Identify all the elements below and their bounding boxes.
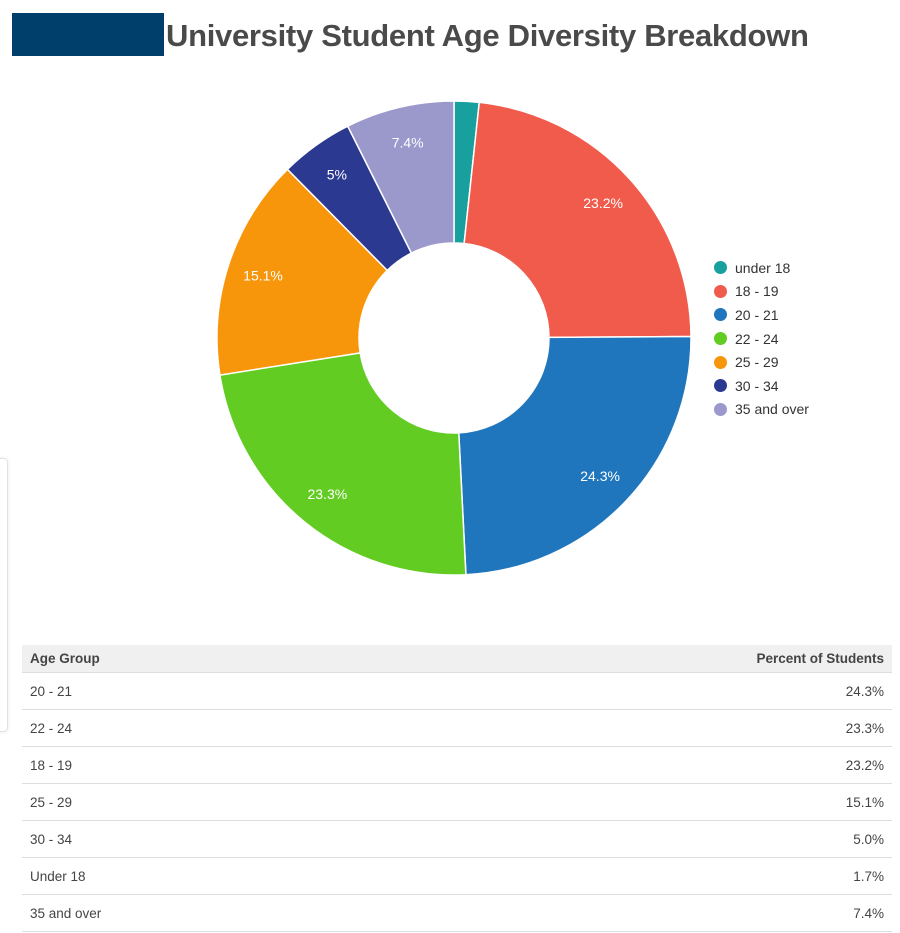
legend-label: 35 and over [735, 401, 809, 418]
legend-swatch-icon [714, 402, 727, 416]
slice-35andover[interactable] [346, 100, 455, 255]
legend-item[interactable]: 30 - 34 [714, 374, 809, 398]
slice-18-19[interactable] [463, 101, 692, 339]
legend-swatch-icon [714, 355, 727, 369]
slice-22-24[interactable] [219, 352, 467, 576]
age-group-cell: 30 - 34 [22, 820, 352, 858]
legend-swatch-icon [714, 379, 727, 393]
table-row: 22 - 24 23.3% [22, 709, 892, 747]
percent-cell: 7.4% [351, 894, 892, 932]
table-header-row: Age Group Percent of Students [22, 645, 892, 673]
chart-title: University Student Age Diversity Breakdo… [166, 18, 809, 53]
percent-cell: 24.3% [351, 672, 892, 710]
legend-label: 25 - 29 [735, 354, 779, 371]
table-row: 20 - 21 24.3% [22, 672, 892, 710]
percent-cell: 5.0% [351, 820, 892, 858]
percent-cell: 1.7% [351, 857, 892, 895]
data-label: 23.2% [583, 195, 623, 211]
age-group-cell: 18 - 19 [22, 746, 352, 784]
legend-label: under 18 [735, 259, 791, 276]
legend-label: 18 - 19 [735, 283, 779, 300]
table-row: 30 - 34 5.0% [22, 820, 892, 858]
legend-item[interactable]: 20 - 21 [714, 303, 809, 327]
data-label: 7.4% [392, 134, 424, 150]
legend-label: 22 - 24 [735, 330, 779, 347]
slice-20-21[interactable] [457, 335, 692, 576]
header-age-group: Age Group [22, 645, 352, 673]
legend-item[interactable]: 25 - 29 [714, 350, 809, 374]
data-label: 24.3% [580, 468, 620, 484]
legend-item[interactable]: under 18 [714, 256, 809, 280]
table-row: Under 18 1.7% [22, 857, 892, 895]
donut-chart: 23.2% 24.3% 23.3% 15.1% 5% 7.4% [216, 100, 692, 576]
data-table: Age Group Percent of Students 20 - 21 24.… [22, 645, 892, 932]
legend-swatch-icon [714, 284, 727, 298]
legend-swatch-icon [714, 261, 727, 275]
side-panel-edge [0, 458, 8, 732]
slice-25-29[interactable] [216, 168, 389, 376]
legend: under 18 18 - 19 20 - 21 22 - 24 25 - 29 30 -… [714, 256, 809, 421]
legend-swatch-icon [714, 308, 727, 322]
age-group-cell: 22 - 24 [22, 709, 352, 747]
table-row: 18 - 19 23.2% [22, 746, 892, 784]
header-percent: Percent of Students [351, 645, 892, 673]
table-row: 35 and over 7.4% [22, 894, 892, 932]
legend-swatch-icon [714, 332, 727, 346]
table-row: 25 - 29 15.1% [22, 783, 892, 821]
data-label: 5% [327, 167, 347, 183]
data-label: 23.3% [307, 486, 347, 502]
age-group-cell: 20 - 21 [22, 672, 352, 710]
age-group-cell: 35 and over [22, 894, 352, 932]
logo-block [12, 13, 164, 56]
legend-item[interactable]: 22 - 24 [714, 327, 809, 351]
legend-label: 20 - 21 [735, 306, 779, 323]
percent-cell: 23.2% [351, 746, 892, 784]
age-group-cell: Under 18 [22, 857, 352, 895]
age-group-cell: 25 - 29 [22, 783, 352, 821]
legend-item[interactable]: 35 and over [714, 398, 809, 422]
percent-cell: 23.3% [351, 709, 892, 747]
data-label: 15.1% [243, 267, 283, 283]
legend-label: 30 - 34 [735, 377, 779, 394]
percent-cell: 15.1% [351, 783, 892, 821]
legend-item[interactable]: 18 - 19 [714, 280, 809, 304]
